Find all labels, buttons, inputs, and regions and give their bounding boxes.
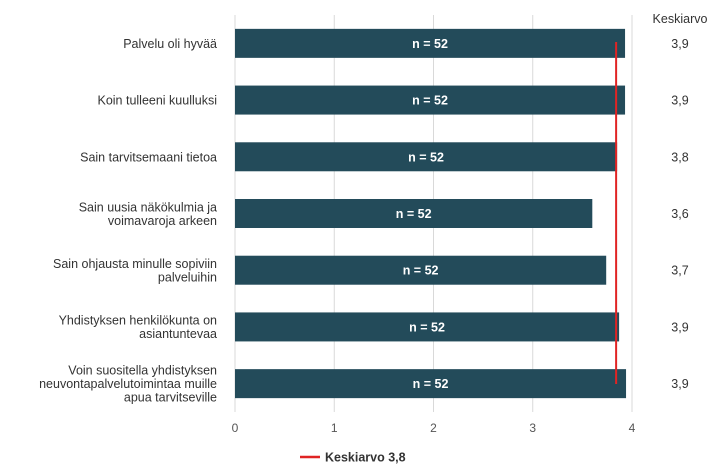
category-label: Yhdistyksen henkilökunta on asiantuntevaa: [59, 314, 217, 342]
x-tick-label: 3: [529, 421, 536, 435]
mean-value: 3,7: [671, 264, 688, 278]
bar-label: n = 52: [396, 207, 432, 221]
category-label: Koin tulleeni kuulluksi: [97, 94, 217, 108]
bar: [235, 312, 620, 342]
bar: [235, 255, 607, 285]
bars: n = 52 n = 52 n = 52 n = 52 n = 52 n = 52 n = …: [235, 28, 627, 399]
mean-value: 3,9: [671, 377, 688, 391]
mean-value: 3,8: [671, 150, 688, 164]
bar-label: n = 52: [408, 150, 444, 164]
mean-value: 3,9: [671, 94, 688, 108]
x-tick-label: 2: [430, 421, 437, 435]
bar-label: n = 52: [412, 37, 448, 51]
x-axis-ticks: 0 1 2 3 4: [232, 421, 636, 435]
category-label: Sain uusia näkökulmia ja voimavaroja arke…: [79, 200, 217, 228]
bar-label: n = 52: [403, 264, 439, 278]
category-label: Sain ohjausta minulle sopiviin palveluihi…: [53, 257, 217, 285]
category-label: Palvelu oli hyvää: [123, 37, 217, 51]
category-label: Voin suositella yhdistyksen neuvontapalve…: [39, 364, 217, 405]
mean-value: 3,9: [671, 37, 688, 51]
mean-value: 3,6: [671, 207, 688, 221]
bar-label: n = 52: [413, 377, 449, 391]
mean-value: 3,9: [671, 320, 688, 334]
bar: [235, 369, 627, 399]
x-tick-label: 4: [629, 421, 636, 435]
category-label: Sain tarvitsemaani tietoa: [80, 150, 217, 164]
bar: [235, 85, 626, 115]
bar-label: n = 52: [409, 320, 445, 334]
x-tick-label: 0: [232, 421, 239, 435]
category-labels: Palvelu oli hyvää Koin tulleeni kuulluksi…: [39, 37, 217, 405]
mean-header: Keskiarvo: [653, 12, 708, 26]
legend: Keskiarvo 3,8: [300, 451, 406, 465]
mean-values: Keskiarvo 3,9 3,9 3,8 3,6 3,7 3,9 3,9: [653, 12, 708, 391]
bar: [235, 28, 626, 58]
x-tick-label: 1: [331, 421, 338, 435]
legend-label: Keskiarvo 3,8: [325, 451, 406, 465]
bar: [235, 142, 618, 172]
bar-label: n = 52: [412, 94, 448, 108]
bar: [235, 199, 593, 228]
